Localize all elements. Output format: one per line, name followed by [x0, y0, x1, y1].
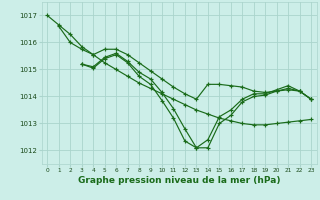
X-axis label: Graphe pression niveau de la mer (hPa): Graphe pression niveau de la mer (hPa) [78, 176, 280, 185]
